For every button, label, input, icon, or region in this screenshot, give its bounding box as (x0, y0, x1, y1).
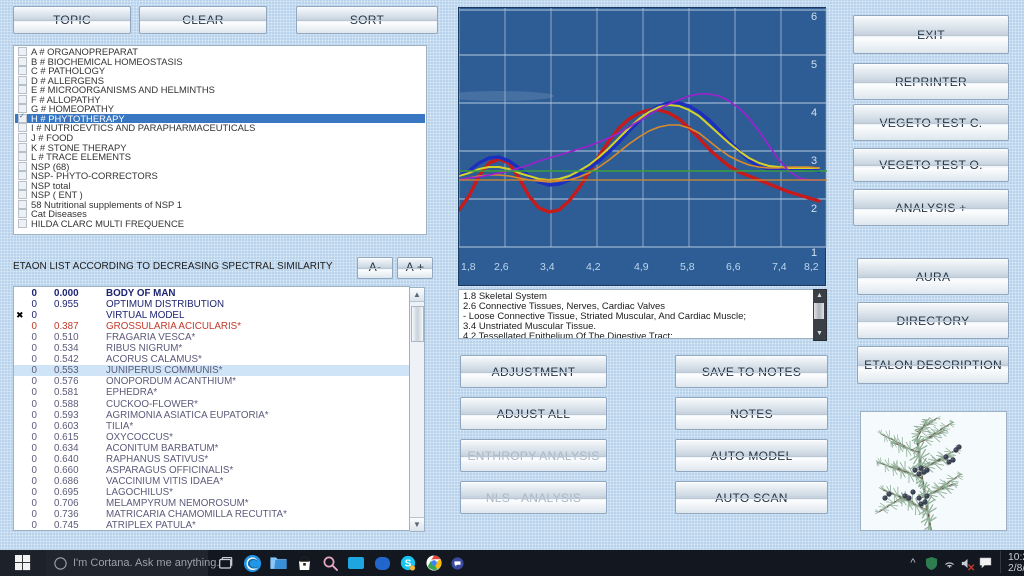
svg-text:8,2: 8,2 (804, 261, 819, 273)
svg-text:1,8: 1,8 (461, 261, 476, 273)
svg-text:6: 6 (811, 11, 817, 23)
svg-text:5: 5 (811, 59, 817, 71)
svg-text:2: 2 (811, 203, 817, 215)
svg-text:7,4: 7,4 (772, 261, 787, 273)
svg-text:3,4: 3,4 (540, 261, 555, 273)
svg-text:4,2: 4,2 (586, 261, 601, 273)
svg-text:2,6: 2,6 (494, 261, 509, 273)
svg-text:6,6: 6,6 (726, 261, 741, 273)
svg-text:4,9: 4,9 (634, 261, 649, 273)
svg-text:5,8: 5,8 (680, 261, 695, 273)
svg-text:4: 4 (811, 107, 817, 119)
svg-text:3: 3 (811, 155, 817, 167)
svg-text:1: 1 (811, 247, 817, 259)
